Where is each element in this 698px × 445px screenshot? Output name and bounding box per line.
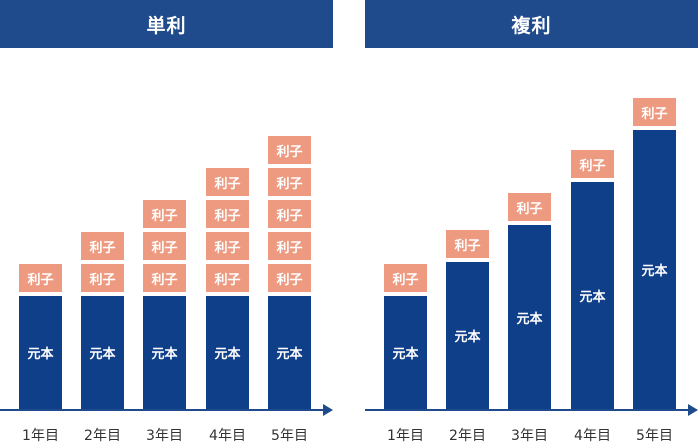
- interest-block: 利子: [384, 264, 427, 292]
- x-axis-line: [0, 409, 325, 411]
- panel-title: 複利: [365, 0, 698, 48]
- principal-block: 元本: [633, 130, 676, 409]
- year-label: 5年目: [636, 428, 673, 444]
- principal-block: 元本: [19, 296, 62, 409]
- year-label: 4年目: [209, 428, 246, 444]
- panel-title: 単利: [0, 0, 333, 48]
- year-label: 3年目: [511, 428, 548, 444]
- interest-block: 利子: [81, 232, 124, 260]
- year-label: 5年目: [271, 428, 308, 444]
- year-label: 3年目: [146, 428, 183, 444]
- interest-block: 利子: [206, 168, 249, 196]
- interest-block: 利子: [268, 232, 311, 260]
- interest-block: 利子: [268, 200, 311, 228]
- interest-block: 利子: [143, 232, 186, 260]
- interest-block: 利子: [633, 98, 676, 126]
- year-label: 2年目: [449, 428, 486, 444]
- year-label: 1年目: [22, 428, 59, 444]
- interest-block: 利子: [206, 200, 249, 228]
- year-label: 4年目: [574, 428, 611, 444]
- principal-block: 元本: [384, 296, 427, 409]
- principal-block: 元本: [143, 296, 186, 409]
- x-axis-arrow-icon: [688, 404, 698, 416]
- interest-block: 利子: [143, 200, 186, 228]
- interest-block: 利子: [571, 150, 614, 178]
- principal-block: 元本: [571, 182, 614, 409]
- interest-block: 利子: [143, 264, 186, 292]
- interest-block: 利子: [206, 264, 249, 292]
- interest-block: 利子: [206, 232, 249, 260]
- year-label: 1年目: [387, 428, 424, 444]
- year-label: 2年目: [84, 428, 121, 444]
- interest-block: 利子: [268, 136, 311, 164]
- principal-block: 元本: [81, 296, 124, 409]
- principal-block: 元本: [446, 262, 489, 409]
- interest-block: 利子: [268, 168, 311, 196]
- principal-block: 元本: [268, 296, 311, 409]
- principal-block: 元本: [206, 296, 249, 409]
- interest-block: 利子: [446, 230, 489, 258]
- x-axis-arrow-icon: [323, 404, 333, 416]
- principal-block: 元本: [508, 225, 551, 409]
- interest-block: 利子: [508, 193, 551, 221]
- interest-block: 利子: [268, 264, 311, 292]
- interest-block: 利子: [81, 264, 124, 292]
- interest-block: 利子: [19, 264, 62, 292]
- x-axis-line: [365, 409, 690, 411]
